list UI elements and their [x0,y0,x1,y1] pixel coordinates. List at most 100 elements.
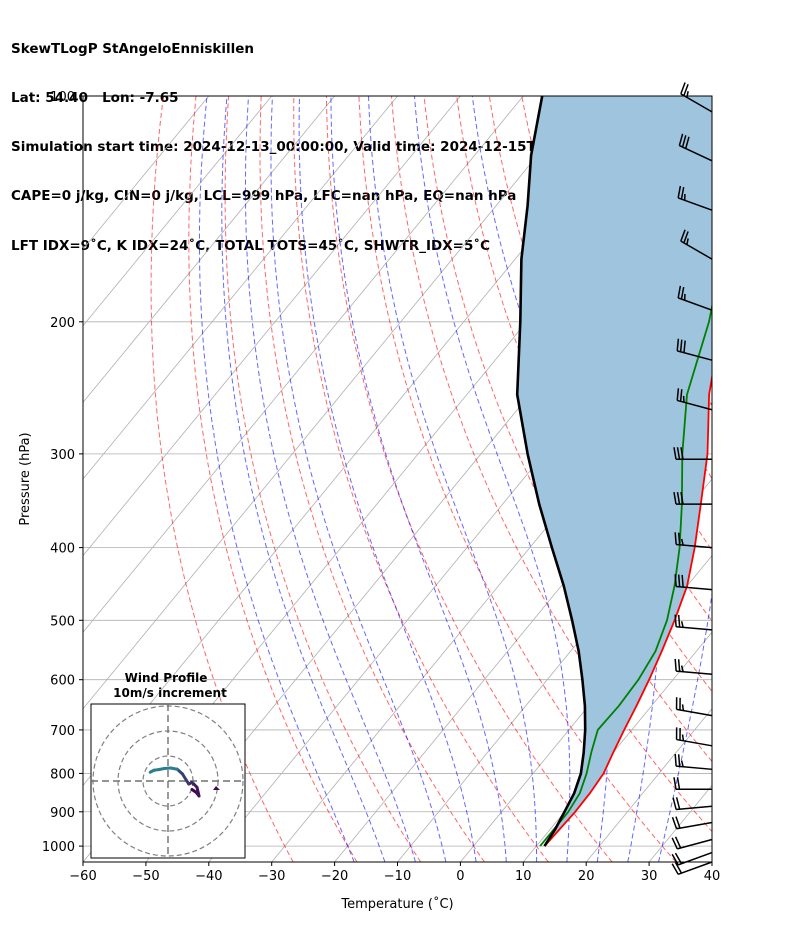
barb-flag [676,447,681,460]
axes: −60 −50 −40 −30 −20 −10 0 10 20 30 40 100 200 300 400 5… [42,90,720,884]
wind-barb [673,491,712,505]
dry-adiabat [293,96,549,862]
y-tick-label: 1000 [42,840,75,855]
wind-barb [673,447,712,461]
barb-flag [676,388,680,401]
barb-flag [683,83,689,96]
x-tick-label: −40 [195,869,222,884]
barb-shaft [676,626,713,631]
moist-adiabat [330,96,507,862]
x-tick-label: −30 [258,869,285,884]
barb-shaft [676,765,713,771]
x-tick-label: 10 [515,869,532,884]
barb-flag [674,614,677,627]
title-line-station: SkewTLogP StAngeloEnniskillen [11,40,254,57]
dry-adiabat [188,96,358,862]
dry-adiabat [259,96,485,862]
moist-adiabat [199,96,355,862]
barb-flag [678,133,684,146]
barb-flag [683,231,689,244]
x-tick-label: 20 [578,869,595,884]
barb-flag [674,753,677,767]
series-dewpoint [539,302,712,847]
barb-flag [677,185,682,199]
x-tick-label: 0 [456,869,464,884]
wind-barb [675,697,713,717]
title-line-indices: LFT IDX=9˚C, K IDX=24˚C, TOTAL TOTS=45˚C… [11,237,491,254]
barb-flag [681,135,687,148]
barb-flag [672,797,677,810]
isotherm--40 [208,248,712,862]
barb-shaft [677,399,713,411]
y-tick-label: 700 [50,724,75,739]
wind-barb [676,388,713,411]
barb-flag [677,614,681,628]
isotherm--120 [83,96,335,404]
barb-flag [683,340,686,353]
isotherm--140 [83,96,210,250]
profile-series [515,96,712,847]
wind-barbs [671,82,713,876]
isotherm-0 [460,554,712,862]
barb-shaft [677,851,713,866]
x-tick-label: −50 [132,869,159,884]
isotherm--80 [83,96,587,710]
barb-shaft [676,670,713,675]
x-tick-label: −10 [384,869,411,884]
isotherm--130 [83,96,273,327]
moist-adiabat [644,96,712,862]
barb-flag [677,754,681,767]
moist-adiabat [414,96,571,862]
barb-flag [680,665,684,672]
y-tick-label: 100 [50,90,75,105]
y-tick-label: 800 [50,767,75,782]
x-tick-label: 30 [641,869,658,884]
barb-flag [673,447,677,460]
moist-adiabat [245,96,416,862]
isotherm-10 [522,631,712,862]
barb-shaft [676,821,713,830]
barb-shaft [676,708,713,717]
wind-barb [680,82,713,113]
wind-barb [671,816,713,830]
isotherm-40 [711,861,712,862]
wind-barb [674,753,713,771]
barb-flag [677,532,681,545]
barb-flag [671,863,679,875]
barb-flag [680,187,685,200]
barb-flag [680,760,684,767]
hodograph-arrow [213,786,220,790]
dry-adiabat [750,96,794,862]
barb-flag [676,491,681,505]
title-line-cape: CAPE=0 j/kg, CIN=0 j/kg, LCL=999 hPa, LF… [11,188,517,205]
barb-flag [671,837,678,850]
wind-barb [671,861,713,876]
barb-shaft [676,805,713,811]
barb-flag [679,339,683,352]
barb-flag [677,659,681,672]
isotherm--10 [397,478,712,862]
x-axis-label: Temperature (˚C) [340,896,453,912]
chart-title: SkewTLogP StAngeloEnniskillen Lat: 54.40… [11,8,627,270]
y-tick-label: 500 [50,614,75,629]
barb-flag [673,777,677,790]
barb-shaft [680,93,713,113]
barb-flag [680,286,685,300]
barb-shaft [676,738,713,747]
moist-adiabat [298,96,477,862]
barb-flag [675,816,681,829]
barb-flag [674,836,682,849]
x-tick-label: −60 [69,869,96,884]
barb-flag [676,777,681,790]
barb-flag [680,538,684,546]
title-line-location: Lat: 54.40 Lon: -7.65 [11,90,179,107]
barb-flag [680,491,684,505]
y-tick-label: 900 [50,806,75,821]
y-tick-label: 300 [50,448,75,463]
wind-barb [671,851,713,866]
barb-flag [686,238,689,245]
hodograph-subtitle: 10m/s increment [113,686,227,700]
barb-shaft [679,144,713,162]
cape-shading [517,96,712,847]
dry-adiabat [224,96,422,862]
